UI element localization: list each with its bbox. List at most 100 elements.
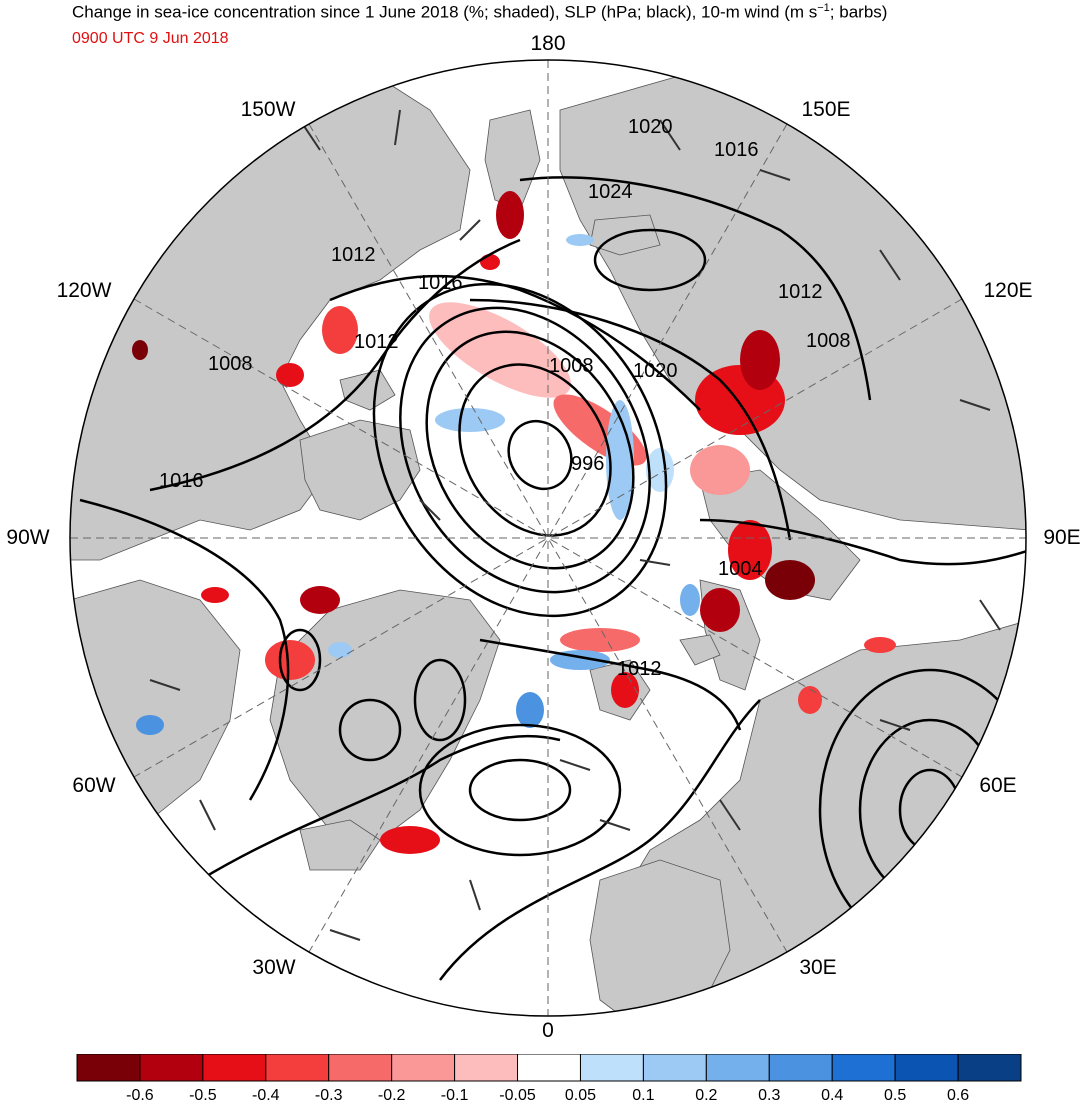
lon-label-0: 0	[542, 1019, 554, 1042]
colorbar-tick-label: 0.05	[564, 1087, 597, 1104]
ice-decrease-patch	[132, 340, 148, 360]
ice-decrease-patch	[429, 302, 571, 398]
wind-barb	[199, 799, 216, 831]
colorbar-tick-label: 0.1	[632, 1087, 655, 1104]
sea-ice-change-shading	[132, 191, 896, 854]
slp-contour	[519, 176, 872, 401]
wind-barb	[394, 109, 401, 146]
wind-barb	[759, 169, 791, 181]
slp-label: 1008	[208, 353, 253, 375]
slp-label: 1024	[588, 181, 633, 203]
ice-increase-patch	[606, 400, 634, 520]
meridian-30	[308, 123, 788, 953]
colorbar-swatch	[76, 1054, 141, 1082]
ice-decrease-patch	[480, 254, 500, 270]
ice-decrease-patch	[560, 628, 640, 652]
ice-increase-patch	[516, 692, 544, 728]
colorbar-swatch	[517, 1054, 581, 1082]
ice-decrease-patch	[300, 586, 340, 614]
slp-contour	[479, 638, 742, 731]
wind-barb	[119, 199, 141, 231]
colorbar-tick-label: -0.3	[314, 1087, 343, 1104]
wind-barb	[559, 759, 591, 771]
slp-label: 1016	[714, 139, 759, 161]
slp-contour	[458, 363, 612, 537]
slp-contour	[699, 518, 1026, 566]
slp-label: 996	[571, 453, 604, 475]
slp-contour	[399, 306, 651, 594]
wind-barb	[659, 119, 681, 151]
ice-decrease-patch	[611, 672, 639, 708]
slp-label: 1008	[549, 355, 594, 377]
wind-barb	[149, 679, 181, 691]
lon-label-30w: 30W	[252, 956, 296, 979]
colorbar-swatch	[391, 1054, 456, 1082]
colorbar-tick-label: -0.05	[499, 1087, 536, 1104]
colorbar-swatch	[579, 1054, 644, 1082]
ice-decrease-patch	[798, 686, 822, 714]
land-greenland	[269, 589, 501, 841]
colorbar-swatch	[265, 1054, 330, 1082]
ice-decrease-patch	[765, 560, 815, 600]
wind-barbs	[119, 109, 1001, 941]
meridian-30b	[308, 123, 788, 953]
colorbar-swatch	[642, 1054, 707, 1082]
slp-contour	[439, 699, 761, 981]
wind-barb	[469, 879, 481, 911]
colorbar-tick-label: -0.4	[252, 1087, 280, 1104]
wind-barb	[959, 399, 991, 411]
slp-label: 1012	[331, 244, 376, 266]
slp-contour	[329, 274, 701, 411]
colorbar-tick-label: -0.2	[377, 1087, 406, 1104]
wind-barb	[979, 599, 1001, 631]
map-title: Change in sea-ice concentration since 1 …	[72, 2, 888, 22]
meridian-60b	[133, 298, 963, 778]
ice-decrease-patch	[728, 520, 772, 580]
colorbar-swatch	[328, 1054, 393, 1082]
slp-labels: 1020 1016 1024 1012 1016 1012 1008 1020 …	[159, 116, 851, 680]
colorbar-tick-label: 0.6	[946, 1087, 970, 1104]
slp-label: 1020	[628, 116, 673, 138]
land-franz-josef	[679, 634, 721, 666]
ice-decrease-patch	[322, 306, 358, 354]
graticule	[70, 60, 1026, 1016]
lon-label-90e: 90E	[1043, 526, 1081, 549]
slp-label: 1016	[418, 272, 463, 294]
ice-decrease-patch	[864, 637, 896, 653]
slp-contour	[425, 330, 635, 570]
ice-decrease-patch	[380, 826, 440, 854]
meridian-60	[133, 298, 963, 778]
land-taymyr	[699, 469, 861, 601]
colorbar-swatch	[202, 1054, 267, 1082]
colorbar-tick-label: 0.2	[695, 1087, 718, 1104]
colorbar-tick-label: -0.1	[440, 1087, 469, 1104]
slp-label: 1020	[633, 360, 678, 382]
lon-label-90w: 90W	[6, 526, 50, 549]
land-iceland	[299, 819, 381, 871]
wind-barb	[459, 219, 481, 241]
wind-barb	[879, 719, 911, 731]
slp-contour	[278, 628, 322, 692]
lon-label-120e: 120E	[983, 279, 1033, 302]
slp-contour	[199, 734, 561, 882]
ice-decrease-patch	[496, 191, 524, 239]
lon-label-30e: 30E	[799, 956, 837, 979]
slp-contours	[79, 176, 1026, 981]
wind-barb	[329, 929, 361, 941]
slp-contour	[413, 658, 467, 742]
slp-label: 1008	[806, 330, 851, 352]
slp-contour	[338, 698, 402, 762]
land-arctic-archipelago	[299, 419, 421, 521]
ice-decrease-patch	[740, 330, 780, 390]
wind-barb	[419, 499, 441, 521]
slp-label: 1012	[617, 658, 662, 680]
lon-label-150e: 150E	[801, 98, 851, 121]
land-scandinavia	[589, 859, 731, 1016]
colorbar	[76, 1054, 1022, 1082]
lon-label-150w: 150W	[240, 98, 296, 121]
slp-contour	[149, 238, 521, 492]
wind-barb	[879, 249, 901, 281]
map-disk	[70, 60, 1026, 1016]
slp-contour	[468, 758, 572, 822]
colorbar-tick-label: 0.4	[821, 1087, 844, 1104]
